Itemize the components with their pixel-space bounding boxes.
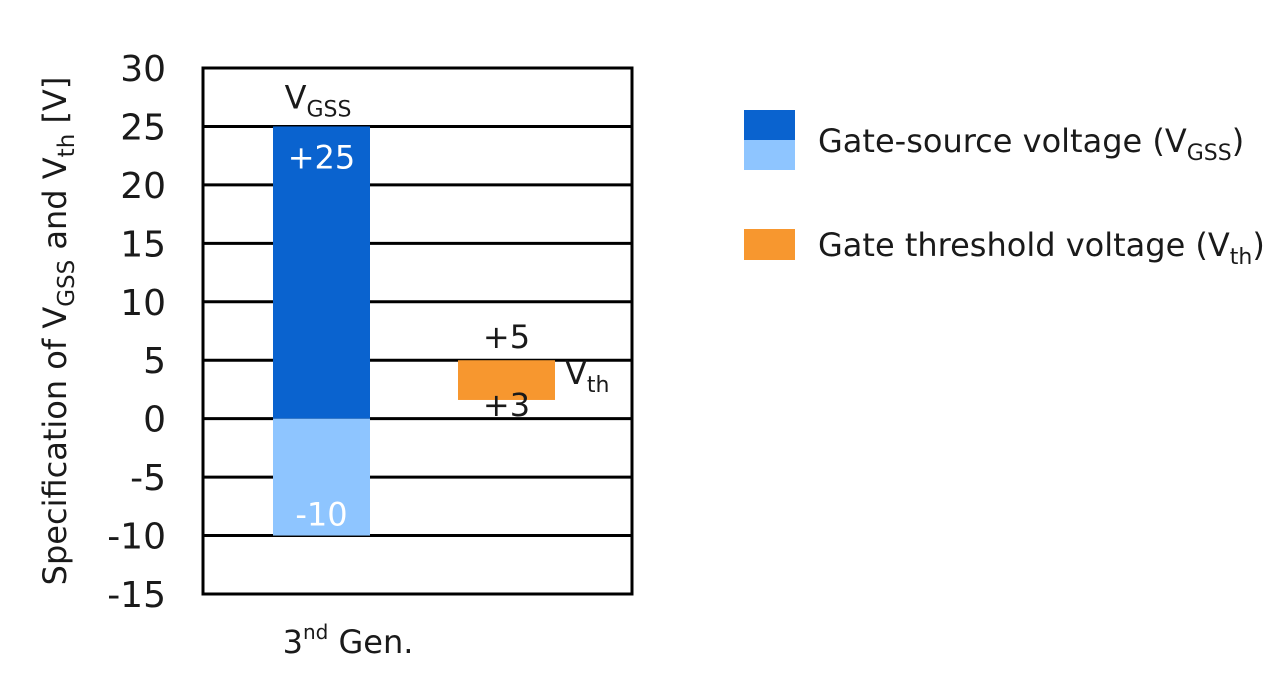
- vgss-min-label: -10: [295, 496, 347, 534]
- legend: Gate-source voltage (VGSS) Gate threshol…: [744, 110, 1265, 270]
- y-tick-labels: 30 25 20 15 10 5 0 -5 -10 -15: [107, 49, 166, 616]
- y-tick-label: -5: [130, 458, 166, 499]
- y-tick-label: 30: [120, 49, 166, 90]
- bar-vgss-negative: [273, 418, 370, 536]
- bar-vgss-positive: [273, 126, 370, 419]
- y-tick-label: 10: [120, 283, 166, 324]
- y-tick-label: -10: [107, 517, 166, 558]
- y-tick-label: 25: [120, 107, 166, 148]
- legend-swatch-vth: [744, 229, 795, 260]
- plot-frame: [201, 66, 634, 596]
- vth-min-label: +3: [483, 386, 530, 424]
- legend-label-vth: Gate threshold voltage (Vth): [818, 226, 1265, 270]
- legend-swatch-vgss-negative: [744, 140, 795, 170]
- y-tick-label: 5: [143, 341, 166, 382]
- vgss-bar-title: VGSS: [285, 78, 352, 122]
- x-category-label: 3nd Gen.: [283, 620, 414, 661]
- legend-swatch-vgss-positive: [744, 110, 795, 140]
- y-tick-label: -15: [107, 575, 166, 616]
- vgss-max-label: +25: [288, 138, 356, 176]
- y-tick-label: 20: [120, 166, 166, 207]
- bar-vth: [458, 360, 555, 400]
- y-tick-label: 0: [143, 400, 166, 441]
- gridlines: [203, 124, 632, 538]
- vth-max-label: +5: [483, 318, 530, 356]
- vth-bar-title: Vth: [565, 354, 609, 398]
- y-axis-label: Specification of VGSS and Vth [V]: [36, 77, 80, 586]
- legend-label-vgss: Gate-source voltage (VGSS): [818, 122, 1244, 166]
- y-tick-label: 15: [120, 224, 166, 265]
